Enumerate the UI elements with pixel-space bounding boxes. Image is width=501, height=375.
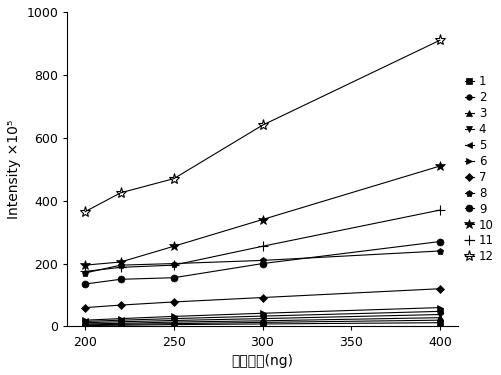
1 [259,322,265,326]
10 [170,244,176,249]
5 [259,314,265,318]
5 [117,318,123,322]
9 [117,277,123,282]
4 [170,318,176,323]
10 [436,164,442,168]
11 [82,269,88,274]
6 [259,311,265,315]
11 [259,244,265,249]
4 [82,321,88,325]
2 [117,322,123,327]
8 [82,271,88,275]
Line: 8: 8 [82,248,442,276]
6 [170,314,176,319]
9 [436,239,442,244]
1 [82,323,88,328]
9 [170,276,176,280]
Line: 1: 1 [82,320,442,328]
5 [82,319,88,324]
5 [436,309,442,314]
7 [82,305,88,310]
3 [117,321,123,326]
2 [436,318,442,322]
8 [117,263,123,267]
Line: 9: 9 [82,238,442,288]
Line: 2: 2 [82,317,442,328]
Line: 6: 6 [82,304,442,324]
Line: 5: 5 [82,308,442,325]
12 [82,209,88,214]
11 [436,208,442,212]
8 [436,249,442,253]
3 [82,322,88,326]
Legend: 1, 2, 3, 4, 5, 6, 7, 8, 9, 10, 11, 12: 1, 2, 3, 4, 5, 6, 7, 8, 9, 10, 11, 12 [462,74,494,265]
9 [82,282,88,286]
12 [259,123,265,128]
6 [82,318,88,322]
Line: 12: 12 [80,35,444,217]
Line: 10: 10 [80,161,444,270]
12 [436,38,442,42]
2 [82,322,88,327]
2 [170,321,176,326]
7 [170,300,176,304]
9 [259,261,265,266]
6 [436,305,442,310]
10 [117,260,123,264]
3 [436,315,442,320]
12 [170,176,176,181]
8 [259,258,265,262]
Line: 11: 11 [80,205,444,276]
3 [170,320,176,324]
1 [436,321,442,325]
4 [117,320,123,324]
11 [170,263,176,267]
8 [170,261,176,266]
7 [436,286,442,291]
11 [117,265,123,270]
1 [170,322,176,327]
3 [259,318,265,323]
Line: 3: 3 [82,314,442,327]
1 [117,323,123,327]
7 [259,295,265,300]
Line: 4: 4 [82,311,442,326]
6 [117,316,123,321]
5 [170,316,176,321]
2 [259,320,265,325]
X-axis label: 二糖质量(ng): 二糖质量(ng) [231,354,293,368]
12 [117,190,123,195]
10 [259,217,265,222]
Line: 7: 7 [82,286,442,310]
Y-axis label: Intensity ×10⁵: Intensity ×10⁵ [7,120,21,219]
4 [436,312,442,317]
10 [82,263,88,267]
7 [117,303,123,307]
4 [259,316,265,321]
